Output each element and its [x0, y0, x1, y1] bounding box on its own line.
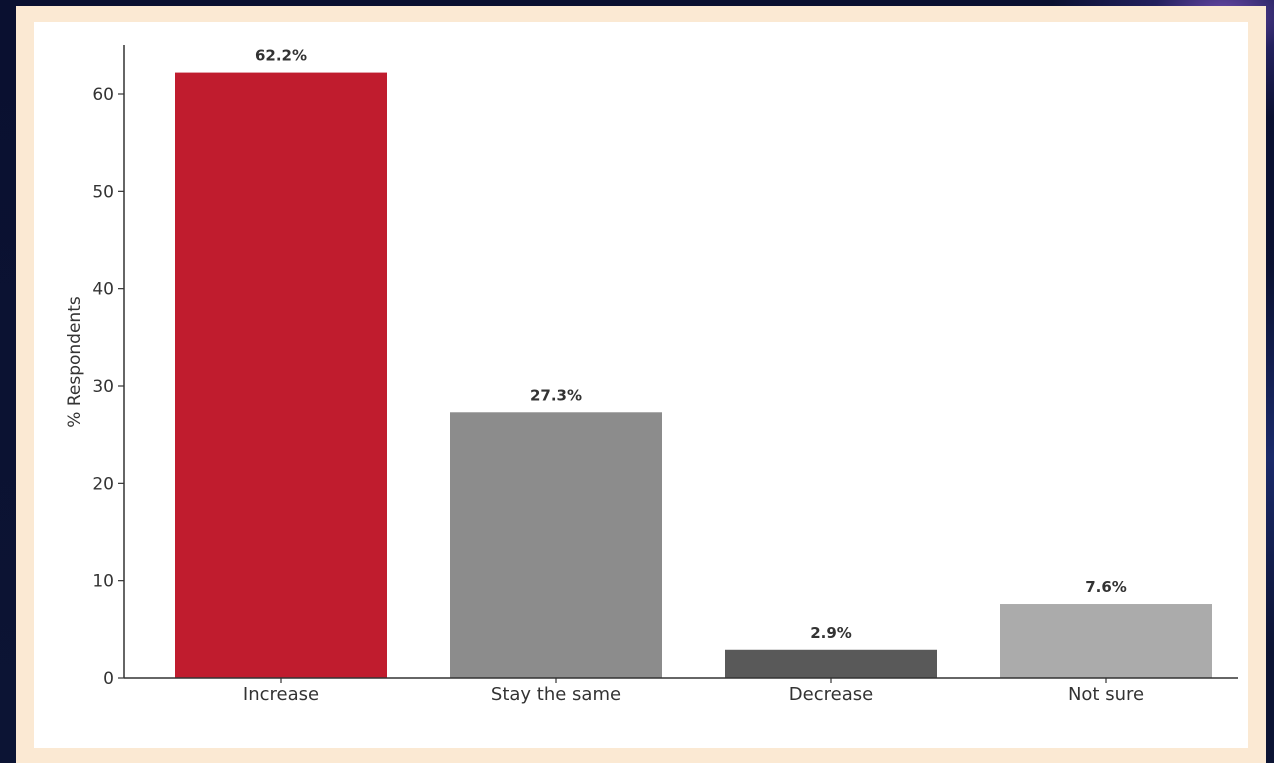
x-tick-label: Not sure: [1068, 684, 1144, 705]
x-tick-label: Stay the same: [491, 684, 621, 705]
bar-stay-the-same: [450, 412, 662, 678]
bar-decrease: [725, 649, 937, 678]
y-tick-label: 30: [92, 377, 114, 397]
y-tick-label: 20: [92, 474, 114, 494]
y-tick-label: 0: [103, 669, 114, 689]
y-tick-label: 40: [92, 280, 114, 300]
value-label: 2.9%: [810, 624, 852, 642]
y-tick-label: 10: [92, 572, 114, 592]
x-tick-label: Decrease: [789, 684, 873, 705]
value-label: 7.6%: [1085, 578, 1127, 596]
x-tick-label: Increase: [243, 684, 319, 705]
value-label: 27.3%: [530, 386, 582, 404]
y-tick-label: 60: [92, 85, 114, 105]
y-tick-label: 50: [92, 182, 114, 202]
value-label: 62.2%: [255, 47, 307, 65]
y-axis-ticks: 0 10 20 30 40 50 60: [92, 85, 124, 689]
y-axis-label: % Respondents: [65, 296, 85, 428]
bar-increase: [175, 72, 387, 678]
bar-not-sure: [1000, 604, 1212, 678]
x-axis-labels: Increase Stay the same Decrease Not sure: [243, 678, 1144, 705]
value-labels-group: 62.2% 27.3% 2.9% 7.6%: [255, 47, 1127, 642]
bars-group: [175, 72, 1212, 678]
